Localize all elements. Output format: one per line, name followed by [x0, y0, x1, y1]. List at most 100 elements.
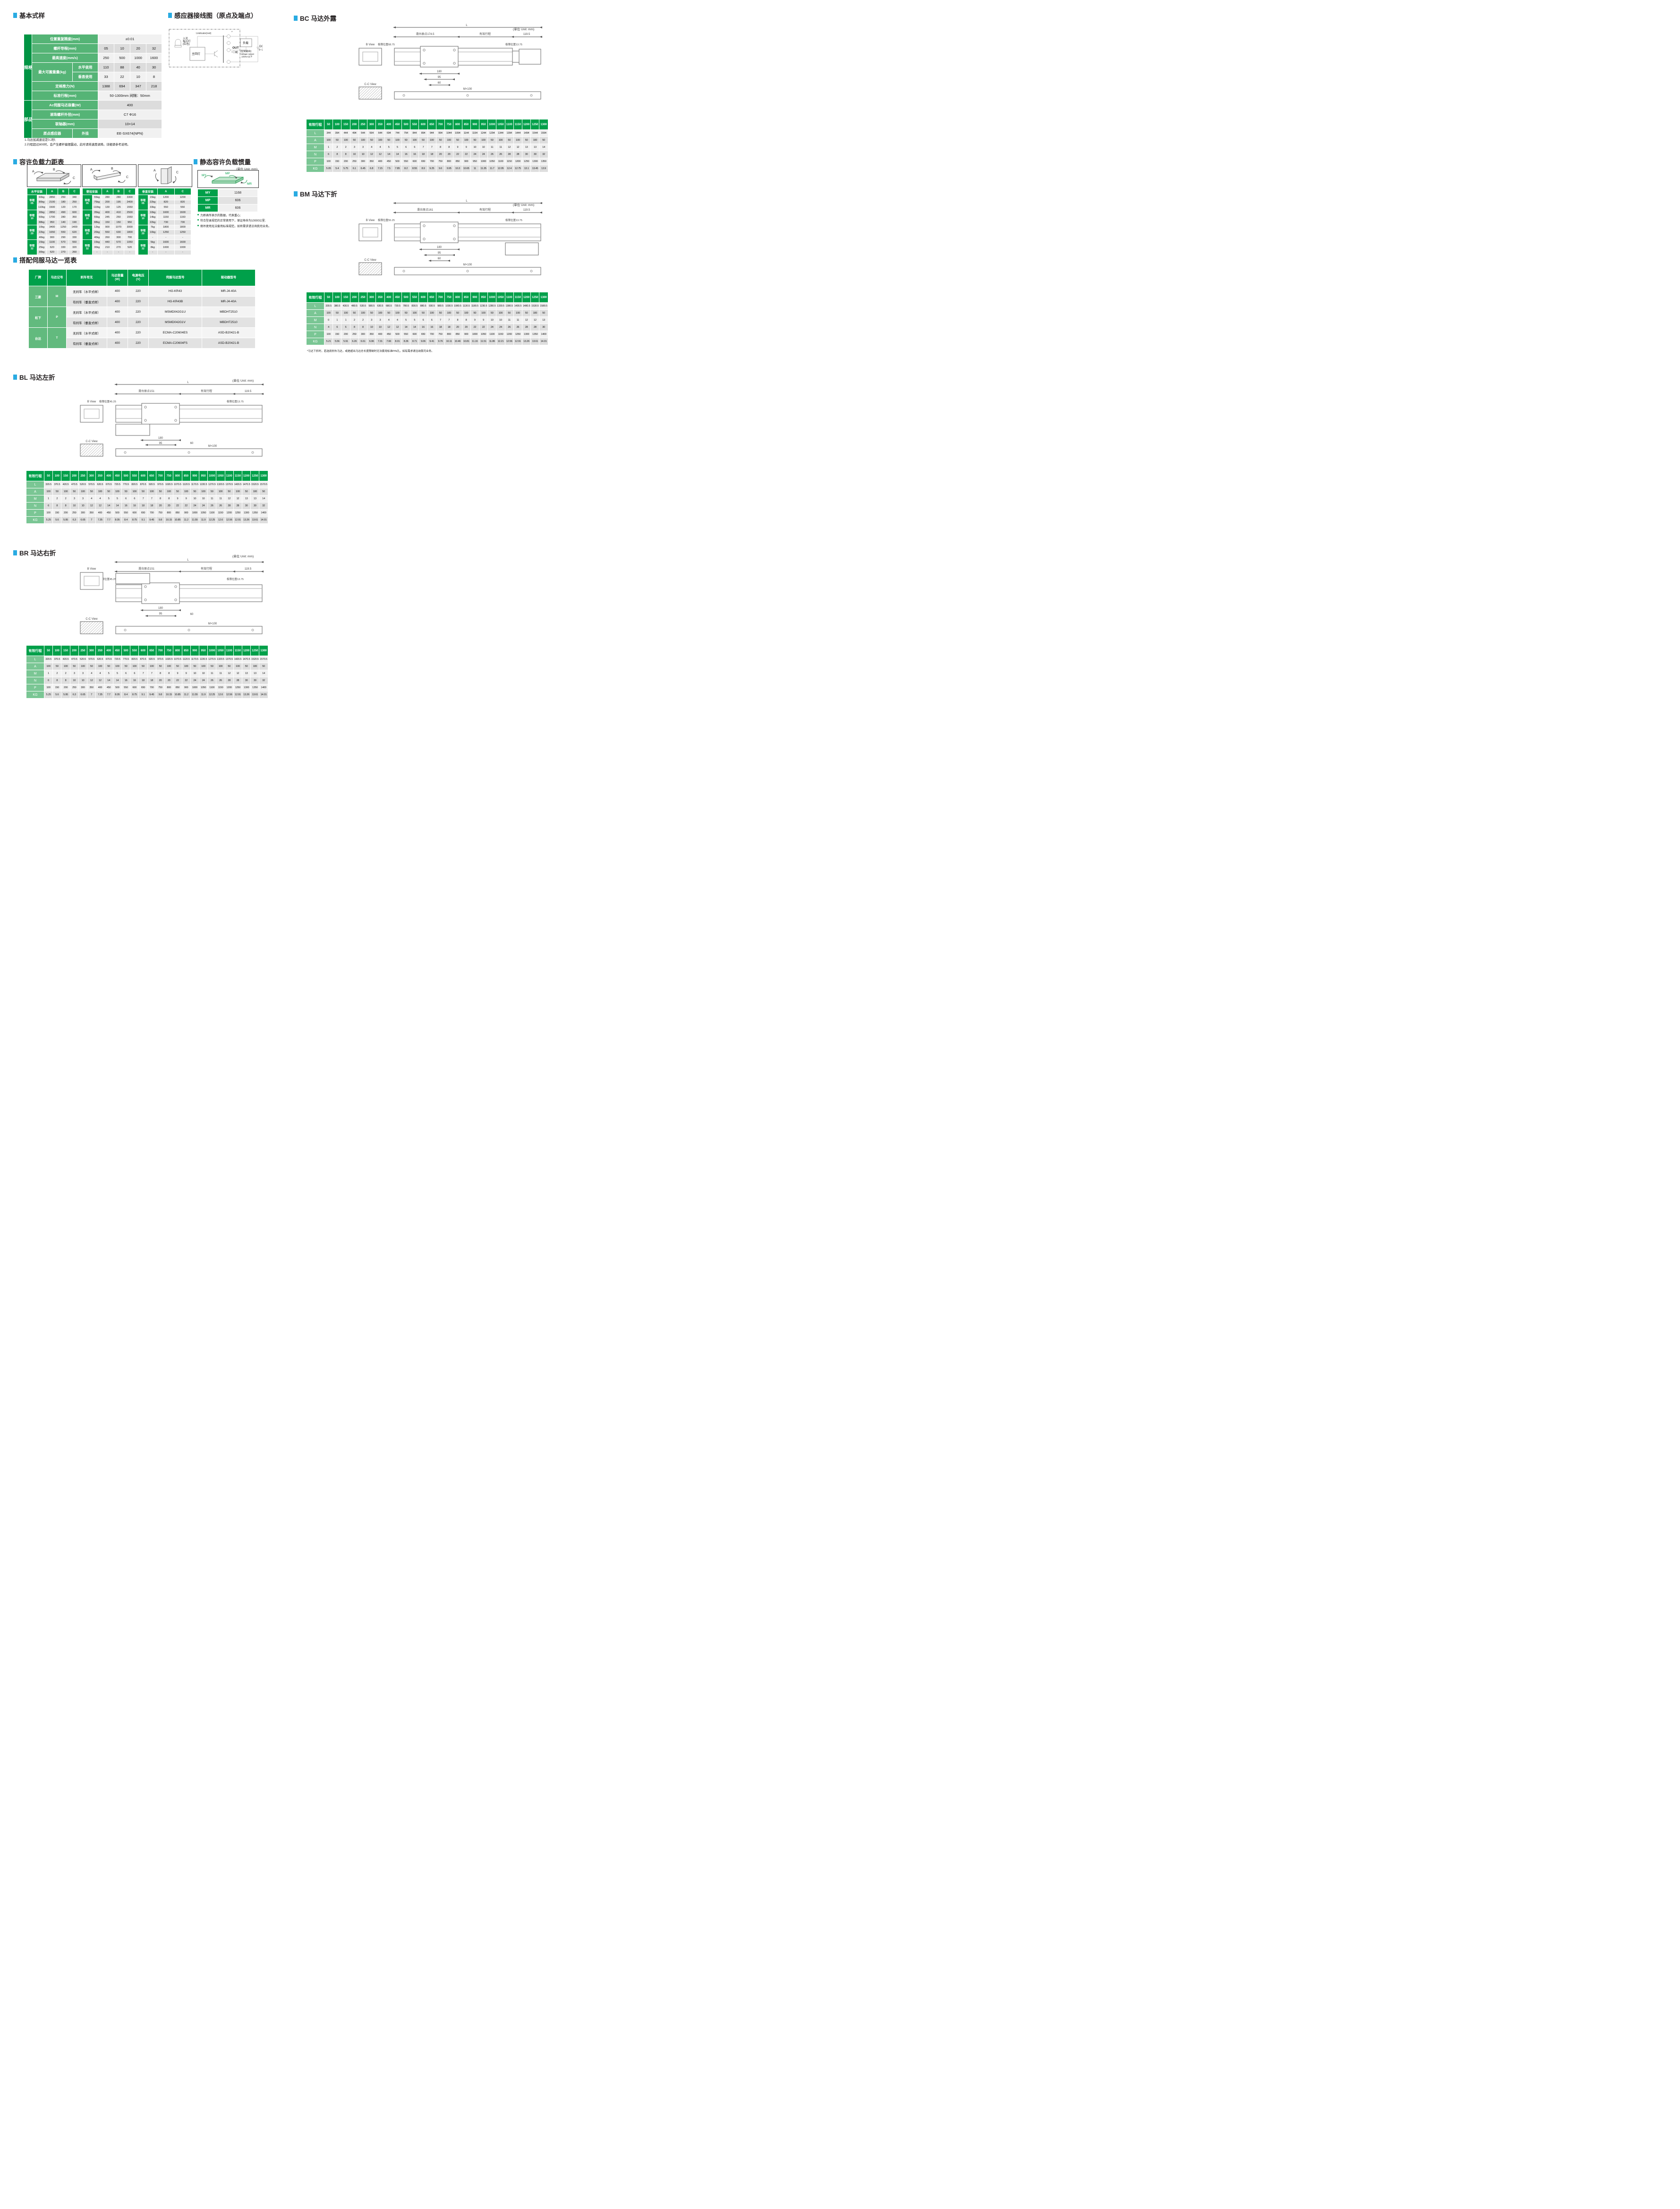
- dim-label: 有效行程: [479, 208, 491, 212]
- bl-stroke-table: 有效行程 50 100 150 200 250 300 350 400 450 500 550 600 6…: [26, 470, 268, 524]
- cell: 50: [207, 488, 217, 495]
- cell: 50: [539, 136, 548, 144]
- cell: 300: [78, 509, 88, 517]
- cell: 650: [138, 684, 148, 691]
- cell: 100: [43, 684, 53, 691]
- cell: -: [124, 249, 136, 256]
- cell: 170: [68, 205, 80, 210]
- section-title-text: 感应器接线图（原点及端点）: [174, 12, 257, 19]
- cell: 1100: [207, 509, 217, 517]
- cell: 11.35: [478, 165, 488, 172]
- cell: 3: [69, 670, 79, 677]
- cell: 8: [350, 324, 359, 331]
- cell: 无刹车（水平式样）: [66, 327, 107, 338]
- cell: 900: [181, 509, 191, 517]
- datasheet-page: 基本式样 规格 位置重复精度(mm) ±0.01 螺杆导程(mm) 05 10 20…: [0, 0, 560, 736]
- dim-label: 60: [438, 257, 441, 260]
- cell: 100: [324, 309, 333, 317]
- cell: 有刹车（垂直式样）: [66, 317, 107, 328]
- cell: 5.75: [341, 165, 350, 172]
- cell: MSMD042G1V: [148, 317, 202, 328]
- header-cell: 450: [392, 292, 402, 303]
- servo-table: 厂牌 马达记号 刹车有无 马达容量 (W) 电源电压 (V) 伺服马达型号 驱动器型号 三菱 M…: [28, 269, 256, 349]
- dim-label: 极限位置13.75: [227, 577, 244, 581]
- cell: 350: [68, 214, 80, 220]
- cell: 820: [157, 199, 175, 205]
- cell: 4: [324, 324, 333, 331]
- cell: 12.56: [224, 516, 234, 524]
- cell: 10.46: [453, 338, 462, 345]
- cell: 100: [164, 663, 174, 670]
- cell: 1100: [496, 158, 505, 165]
- cell: 5.05: [324, 165, 333, 172]
- cell: 1250: [174, 230, 191, 235]
- cell: N: [26, 677, 44, 684]
- header-cell: 1100: [504, 292, 514, 303]
- cell: 11.7: [487, 165, 497, 172]
- header-cell: A: [157, 188, 175, 195]
- cell: 420.5: [61, 656, 70, 663]
- cell: 2: [350, 316, 359, 324]
- header-cell: 350: [95, 470, 105, 481]
- cell: 100: [392, 136, 402, 144]
- cell: 12: [95, 677, 105, 684]
- cell: 22: [181, 502, 191, 510]
- cell: 620.5: [95, 481, 105, 488]
- header-cell: 400: [384, 119, 393, 130]
- unit-label: (单位 Unit: mm): [236, 168, 258, 171]
- cell: 8.4: [121, 691, 131, 699]
- cell: 导程 05: [138, 195, 148, 210]
- header-cell: 300: [367, 119, 376, 130]
- header-cell: 1050: [496, 292, 505, 303]
- cell: 870.5: [138, 481, 148, 488]
- cell: 900: [46, 234, 58, 240]
- cell: 220: [128, 327, 149, 338]
- cell: 470.5: [69, 656, 79, 663]
- cell: 24: [198, 677, 208, 684]
- cell: 26: [513, 324, 523, 331]
- cell: 13: [242, 495, 251, 503]
- cell: 280: [112, 195, 125, 200]
- header-cell: 伺服马达型号: [148, 269, 202, 286]
- cell: 300: [358, 331, 368, 338]
- cell: 30: [530, 151, 540, 158]
- cell: 1050: [198, 684, 208, 691]
- cell: 8.05: [112, 691, 122, 699]
- cell: 630: [112, 230, 125, 235]
- cell: 1800: [174, 224, 191, 230]
- header-cell: C: [124, 188, 136, 195]
- row-label: 联轴器(mm): [32, 119, 98, 129]
- cell: A: [26, 663, 44, 670]
- cell: 1550: [124, 205, 136, 210]
- cell: 100: [78, 488, 88, 495]
- cell: 10: [78, 502, 88, 510]
- cell: 10kg: [147, 230, 158, 235]
- header-cell: 250: [358, 119, 368, 130]
- cell: 33: [98, 72, 114, 82]
- cell: 100: [341, 136, 350, 144]
- label-lamp: 指示灯: [183, 39, 191, 43]
- section-title-text: 基本式样: [19, 12, 45, 19]
- cell: 6: [121, 670, 131, 677]
- header-cell: 600: [138, 645, 148, 656]
- cell: M: [47, 286, 67, 307]
- header-cell: 1150: [513, 119, 523, 130]
- cell: A: [306, 309, 324, 317]
- header-cell: 750: [164, 645, 174, 656]
- cell: 18: [418, 151, 428, 158]
- header-cell: 300: [87, 645, 96, 656]
- svg-text:C: C: [176, 171, 179, 174]
- cell: 570.5: [87, 656, 96, 663]
- cell: 5.91: [341, 338, 350, 345]
- dim-label: 119.5: [245, 390, 252, 393]
- cell: 9: [461, 144, 471, 151]
- cell: 13.61: [250, 691, 260, 699]
- cell: 1220.5: [198, 656, 208, 663]
- note-line: 1.马达加减速设定0.2秒;: [25, 138, 56, 142]
- cell: 700: [427, 158, 436, 165]
- title-bullet-icon: [13, 374, 17, 380]
- cell: 20: [435, 151, 445, 158]
- header-cell: 700: [155, 470, 165, 481]
- cell: 820: [174, 199, 191, 205]
- cell: HG-KR43: [148, 286, 202, 297]
